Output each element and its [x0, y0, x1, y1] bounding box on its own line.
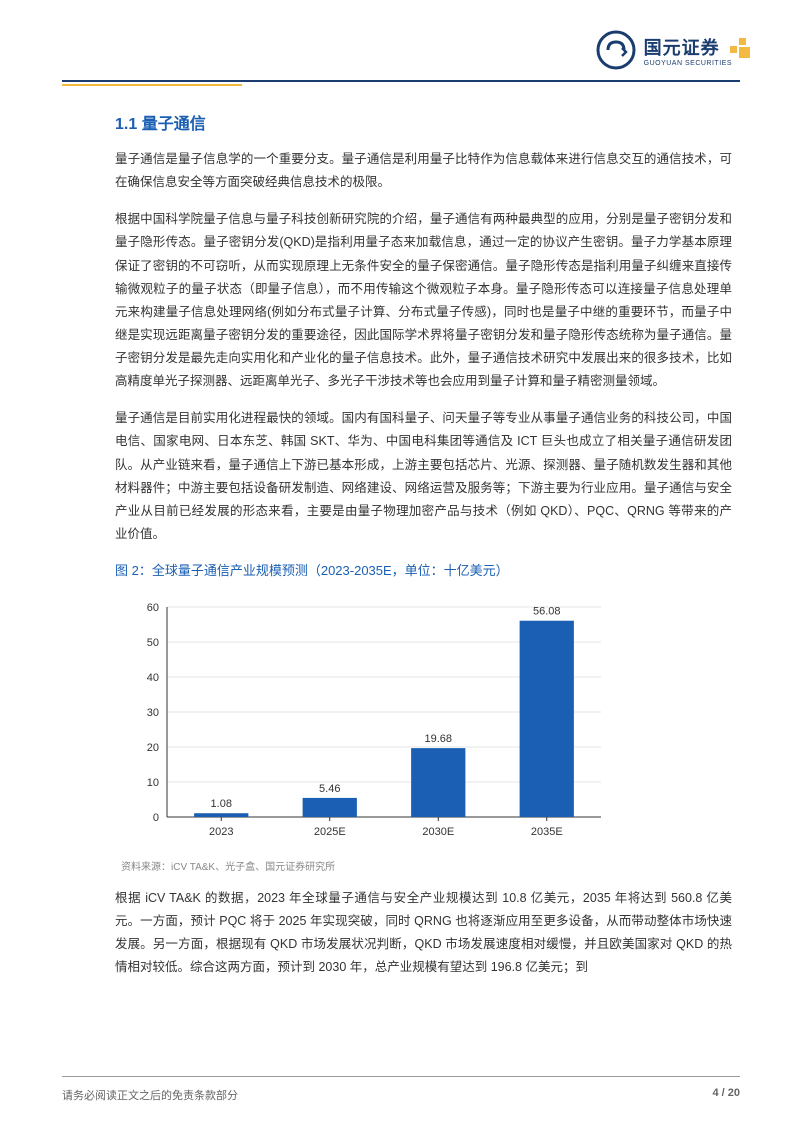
- svg-text:20: 20: [147, 742, 159, 754]
- page-number: 4 / 20: [712, 1087, 740, 1103]
- svg-text:60: 60: [147, 602, 159, 614]
- page-footer: 请务必阅读正文之后的免责条款部分 4 / 20: [62, 1076, 740, 1103]
- svg-text:2030E: 2030E: [422, 826, 454, 838]
- svg-text:0: 0: [153, 812, 159, 824]
- paragraph-4: 根据 iCV TA&K 的数据，2023 年全球量子通信与安全产业规模达到 10…: [115, 887, 732, 980]
- svg-text:2035E: 2035E: [531, 826, 563, 838]
- bar-chart: 0 10 20 30 40 50 60 1.08 2023 5.46 2025E 19.68 2030E…: [121, 587, 621, 852]
- svg-text:40: 40: [147, 672, 159, 684]
- paragraph-3: 量子通信是目前实用化进程最快的领域。国内有国科量子、问天量子等专业从事量子通信业…: [115, 407, 732, 546]
- svg-text:30: 30: [147, 707, 159, 719]
- chart-source: 资料来源：iCV TA&K、光子盒、国元证券研究所: [121, 858, 732, 873]
- logo-chinese: 国元证券: [644, 34, 732, 60]
- footer-rule: [62, 1076, 740, 1077]
- logo-text-block: 国元证券 GUOYUAN SECURITIES: [644, 34, 732, 67]
- header-rule-blue: [62, 80, 740, 82]
- svg-text:1.08: 1.08: [211, 798, 232, 810]
- section-number: 1.1: [115, 116, 137, 133]
- svg-text:2023: 2023: [209, 826, 233, 838]
- page-content: 1.1 量子通信 量子通信是量子信息学的一个重要分支。量子通信是利用量子比特作为…: [115, 110, 732, 1063]
- footer-disclaimer: 请务必阅读正文之后的免责条款部分: [62, 1087, 238, 1103]
- footer-row: 请务必阅读正文之后的免责条款部分 4 / 20: [62, 1087, 740, 1103]
- svg-text:2025E: 2025E: [314, 826, 346, 838]
- svg-text:10: 10: [147, 777, 159, 789]
- header-rule-yellow: [62, 84, 242, 86]
- page-header: 国元证券 GUOYUAN SECURITIES: [0, 0, 802, 90]
- company-logo: 国元证券 GUOYUAN SECURITIES: [596, 30, 732, 70]
- section-title-text: 量子通信: [142, 116, 206, 133]
- section-heading: 1.1 量子通信: [115, 110, 732, 134]
- paragraph-1: 量子通信是量子信息学的一个重要分支。量子通信是利用量子比特作为信息载体来进行信息…: [115, 148, 732, 194]
- paragraph-2: 根据中国科学院量子信息与量子科技创新研究院的介绍，量子通信有两种最典型的应用，分…: [115, 208, 732, 393]
- svg-text:50: 50: [147, 637, 159, 649]
- chart-caption: 图 2：全球量子通信产业规模预测（2023-2035E，单位：十亿美元）: [115, 560, 732, 579]
- svg-text:19.68: 19.68: [424, 733, 452, 745]
- logo-circle-icon: [596, 30, 636, 70]
- bar-chart-svg: 0 10 20 30 40 50 60 1.08 2023 5.46 2025E 19.68 2030E…: [121, 587, 621, 847]
- logo-squares-icon: [730, 38, 752, 60]
- svg-text:5.46: 5.46: [319, 783, 340, 795]
- logo-english: GUOYUAN SECURITIES: [644, 60, 732, 67]
- svg-text:56.08: 56.08: [533, 606, 561, 618]
